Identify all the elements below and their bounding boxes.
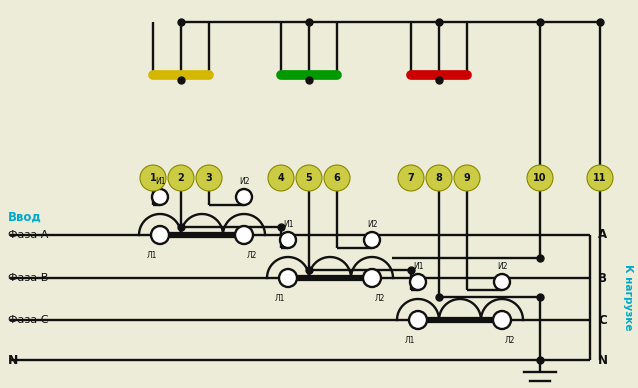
Circle shape — [494, 274, 510, 290]
Circle shape — [152, 189, 168, 205]
Text: Фаза В: Фаза В — [8, 273, 48, 283]
Text: И1: И1 — [283, 220, 293, 229]
Circle shape — [324, 165, 350, 191]
Text: И2: И2 — [239, 177, 249, 186]
Circle shape — [410, 274, 426, 290]
Text: В: В — [598, 272, 607, 284]
Text: 11: 11 — [593, 173, 607, 183]
Circle shape — [168, 165, 194, 191]
Text: А: А — [598, 229, 607, 241]
Circle shape — [151, 226, 169, 244]
Circle shape — [398, 165, 424, 191]
Text: Фаза С: Фаза С — [8, 315, 48, 325]
Text: И2: И2 — [497, 262, 507, 271]
Text: С: С — [598, 314, 607, 326]
Text: 9: 9 — [464, 173, 470, 183]
Circle shape — [280, 232, 296, 248]
Text: 3: 3 — [205, 173, 212, 183]
Text: 7: 7 — [408, 173, 414, 183]
Circle shape — [409, 311, 427, 329]
Circle shape — [196, 165, 222, 191]
Circle shape — [296, 165, 322, 191]
Circle shape — [426, 165, 452, 191]
Text: Л1: Л1 — [274, 294, 285, 303]
Text: Л2: Л2 — [247, 251, 257, 260]
Text: 2: 2 — [177, 173, 184, 183]
Circle shape — [363, 269, 381, 287]
Circle shape — [493, 311, 511, 329]
Text: N: N — [598, 353, 608, 367]
Text: Л2: Л2 — [375, 294, 385, 303]
Circle shape — [236, 189, 252, 205]
Text: 8: 8 — [436, 173, 442, 183]
Text: И1: И1 — [413, 262, 423, 271]
Text: Л2: Л2 — [505, 336, 516, 345]
Circle shape — [364, 232, 380, 248]
Text: N: N — [8, 353, 19, 367]
Text: Фаза А: Фаза А — [8, 230, 48, 240]
Text: И2: И2 — [367, 220, 377, 229]
Text: К нагрузке: К нагрузке — [623, 264, 633, 331]
Text: Л1: Л1 — [404, 336, 415, 345]
Circle shape — [454, 165, 480, 191]
Text: 1: 1 — [150, 173, 156, 183]
Circle shape — [140, 165, 166, 191]
Text: Ввод: Ввод — [8, 211, 41, 223]
Circle shape — [587, 165, 613, 191]
Text: 5: 5 — [306, 173, 313, 183]
Text: И1: И1 — [155, 177, 165, 186]
Circle shape — [235, 226, 253, 244]
Text: 6: 6 — [334, 173, 341, 183]
Text: 4: 4 — [278, 173, 285, 183]
Circle shape — [268, 165, 294, 191]
Circle shape — [527, 165, 553, 191]
Circle shape — [279, 269, 297, 287]
Text: 10: 10 — [533, 173, 547, 183]
Text: Л1: Л1 — [147, 251, 157, 260]
